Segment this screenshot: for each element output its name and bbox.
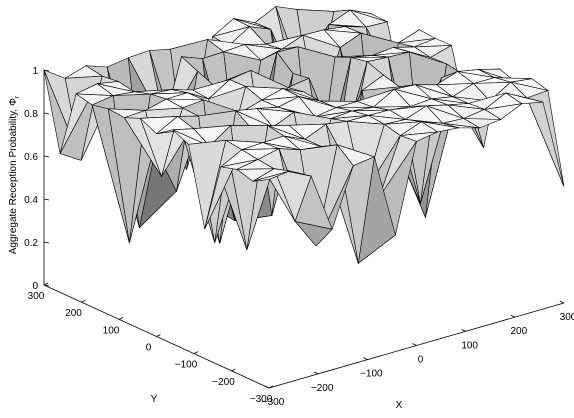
z-tick — [43, 155, 50, 158]
y-tick — [156, 334, 161, 337]
y-tick — [118, 316, 124, 320]
x-tick — [559, 300, 565, 304]
x-tick-label: −300 — [262, 397, 285, 408]
z-tick-label: 1 — [32, 66, 38, 77]
x-tick — [363, 357, 368, 361]
z-tick-label: 0.6 — [24, 152, 38, 163]
tick-labels: 0 0.2 0.4 0.6 0.8 1 −300 −200 −100 0 100 200 300 −300… — [24, 66, 574, 408]
z-tick-label: 0.2 — [24, 238, 38, 249]
z-tick — [43, 112, 50, 115]
z-tick — [43, 284, 50, 287]
z-tick-label: 0.8 — [24, 109, 38, 120]
z-tick — [43, 198, 50, 201]
y-tick-label: 0 — [146, 343, 152, 354]
y-tick-label: 300 — [28, 291, 45, 302]
z-tick-label: 0.4 — [24, 195, 38, 206]
axes — [43, 69, 565, 389]
y-tick-label: −200 — [212, 377, 235, 388]
x-tick-label: −100 — [360, 369, 383, 380]
z-axis-label-subscript: r — [14, 95, 21, 98]
y-tick-label: −100 — [175, 360, 198, 371]
y-axis-label: Y — [151, 394, 158, 405]
z-tick — [43, 241, 50, 244]
x-tick — [510, 314, 516, 318]
z-axis-label-main: Aggregate Reception Probability, Φ — [8, 98, 19, 254]
z-tick-label: 0 — [32, 281, 38, 292]
x-tick-label: −200 — [311, 383, 334, 394]
y-tick — [268, 385, 274, 389]
y-tick — [231, 368, 236, 372]
surface-facet — [526, 97, 565, 187]
x-tick-label: 100 — [461, 340, 478, 351]
y-tick-label: 200 — [65, 308, 82, 319]
x-tick — [461, 328, 466, 332]
x-tick — [313, 371, 319, 375]
x-tick-label: 0 — [418, 355, 424, 366]
x-tick — [264, 385, 270, 389]
z-axis-label: Aggregate Reception Probability, Φr — [8, 95, 21, 254]
surface-mesh — [43, 5, 565, 265]
y-tick — [193, 351, 199, 355]
surface-facet — [252, 170, 291, 182]
y-tick — [81, 299, 86, 303]
x-tick-label: 200 — [510, 326, 527, 337]
x-axis-label: X — [396, 400, 403, 411]
y-tick-label: 100 — [103, 325, 120, 336]
x-tick-label: 300 — [560, 312, 574, 323]
x-tick — [412, 343, 417, 346]
y-tick — [43, 282, 49, 286]
y-tick-label: −300 — [250, 394, 273, 405]
